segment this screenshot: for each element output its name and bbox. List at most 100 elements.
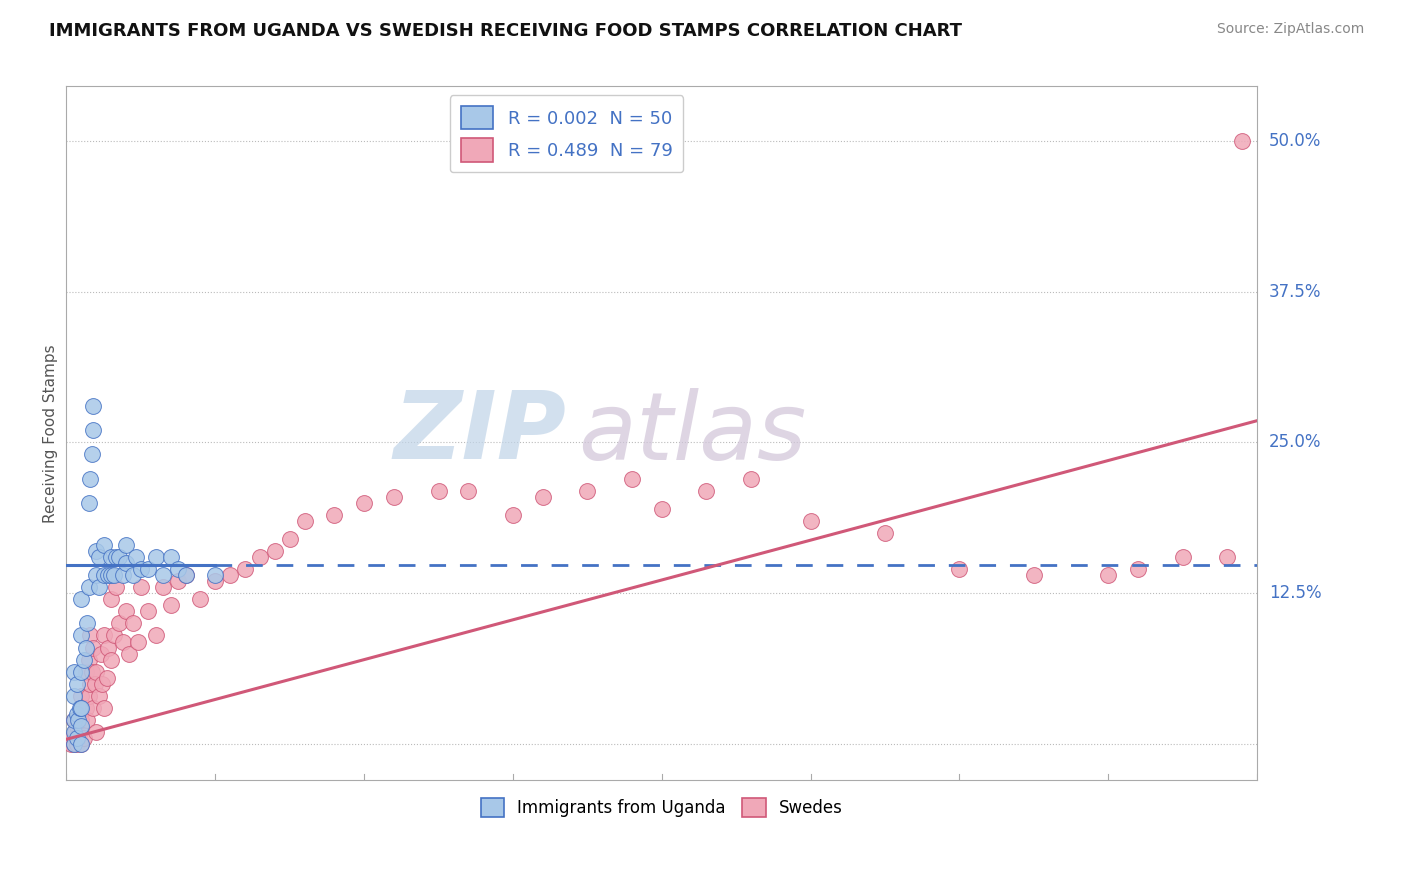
Point [89, 549, 111, 564]
Point [621, 472, 644, 486]
Point [122, 616, 145, 631]
Point [70, 592, 93, 607]
Point [80, 665, 103, 679]
Point [136, 562, 159, 576]
Point [63, 713, 86, 727]
Point [100, 592, 122, 607]
Point [353, 496, 375, 510]
Point [457, 483, 479, 498]
Point [576, 483, 599, 498]
Point [122, 568, 145, 582]
Point [145, 549, 167, 564]
Point [97, 640, 120, 655]
Point [70, 665, 93, 679]
Point [111, 634, 134, 648]
Point [60, 731, 83, 745]
Point [1126, 562, 1149, 576]
Point [159, 549, 181, 564]
Point [695, 483, 717, 498]
Point [63, 665, 86, 679]
Point [73, 652, 96, 666]
Point [96, 671, 118, 685]
Point [80, 447, 103, 461]
Point [204, 568, 226, 582]
Point [152, 568, 174, 582]
Point [63, 713, 86, 727]
Point [1171, 549, 1194, 564]
Point [75, 701, 97, 715]
Point [118, 647, 141, 661]
Point [83, 677, 105, 691]
Point [70, 713, 93, 727]
Point [63, 725, 86, 739]
Text: 37.5%: 37.5% [1270, 283, 1322, 301]
Legend: Immigrants from Uganda, Swedes: Immigrants from Uganda, Swedes [474, 791, 849, 824]
Point [84, 725, 107, 739]
Point [77, 652, 100, 666]
Point [82, 640, 104, 655]
Point [75, 640, 97, 655]
Point [111, 568, 134, 582]
Point [100, 652, 122, 666]
Point [63, 737, 86, 751]
Point [59, 737, 82, 751]
Point [76, 616, 98, 631]
Point [1022, 568, 1045, 582]
Point [79, 472, 101, 486]
Point [66, 731, 89, 745]
Point [66, 677, 89, 691]
Point [65, 725, 87, 739]
Text: 25.0%: 25.0% [1270, 434, 1322, 451]
Point [873, 525, 896, 540]
Point [204, 574, 226, 589]
Point [104, 580, 127, 594]
Point [104, 549, 127, 564]
Point [70, 737, 93, 751]
Point [219, 568, 242, 582]
Point [100, 568, 122, 582]
Text: 50.0%: 50.0% [1270, 132, 1322, 150]
Point [502, 508, 524, 522]
Point [63, 737, 86, 751]
Text: IMMIGRANTS FROM UGANDA VS SWEDISH RECEIVING FOOD STAMPS CORRELATION CHART: IMMIGRANTS FROM UGANDA VS SWEDISH RECEIV… [49, 22, 962, 40]
Point [82, 701, 104, 715]
Point [93, 628, 115, 642]
Point [107, 549, 129, 564]
Point [73, 731, 96, 745]
Point [84, 568, 107, 582]
Point [84, 544, 107, 558]
Point [70, 689, 93, 703]
Point [115, 538, 138, 552]
Point [75, 665, 97, 679]
Point [67, 713, 90, 727]
Point [70, 719, 93, 733]
Point [70, 628, 93, 642]
Point [91, 677, 114, 691]
Point [190, 592, 212, 607]
Text: ZIP: ZIP [394, 387, 567, 479]
Point [66, 706, 89, 721]
Point [167, 574, 190, 589]
Text: atlas: atlas [578, 388, 807, 479]
Y-axis label: Receiving Food Stamps: Receiving Food Stamps [44, 344, 58, 523]
Point [93, 568, 115, 582]
Point [233, 562, 256, 576]
Point [115, 556, 138, 570]
Point [740, 472, 762, 486]
Point [97, 568, 120, 582]
Point [800, 514, 823, 528]
Point [93, 701, 115, 715]
Point [531, 490, 554, 504]
Point [100, 549, 122, 564]
Point [107, 616, 129, 631]
Point [249, 549, 271, 564]
Point [67, 731, 90, 745]
Point [427, 483, 450, 498]
Point [294, 514, 316, 528]
Point [1216, 549, 1239, 564]
Point [77, 496, 100, 510]
Point [76, 713, 98, 727]
Point [167, 562, 190, 576]
Point [79, 677, 101, 691]
Point [152, 580, 174, 594]
